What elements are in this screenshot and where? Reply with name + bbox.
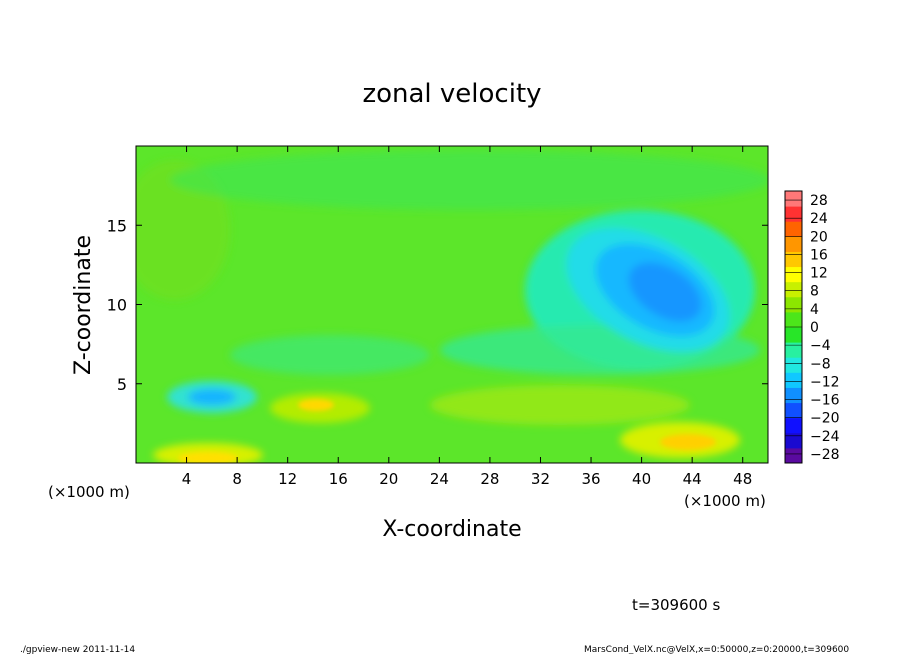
time-annotation: t=309600 s [632,596,720,614]
x-tick-label: 36 [581,470,600,488]
y-tick-label: 15 [107,216,127,235]
field-region-left-blue [188,389,236,405]
colorbar-swatch [785,311,802,328]
colorbar-swatch [785,236,802,252]
colorbar-swatch [785,281,802,298]
colorbar-swatch [785,266,802,283]
colorbar-swatch [785,327,802,343]
x-tick-label: 32 [531,470,550,488]
x-tick-label: 48 [733,470,752,488]
colorbar-label: −28 [810,447,840,463]
field-region-upper-band [170,150,768,210]
plot-area [136,146,768,463]
colorbar-swatch [785,191,802,207]
colorbar-swatch [785,221,802,237]
y-tick-label: 10 [107,296,127,315]
field-region-warm-right-band [430,385,690,425]
colorbar-swatch [785,432,802,449]
colorbar-label: 28 [810,193,828,209]
colorbar-label: −24 [810,429,840,445]
colorbar-swatch [785,402,802,419]
colorbar-swatch [785,342,802,358]
y-axis: 5 10 15 [107,216,768,394]
colorbar-label: 16 [810,247,828,263]
colorbar-swatch [785,357,802,373]
colorbar-label: 24 [810,211,828,227]
colorbar-label: −4 [810,338,831,354]
colorbar-swatch [785,417,802,434]
footer-right: MarsCond_VelX.nc@VelX,x=0:50000,z=0:2000… [584,645,849,654]
colorbar-label: 4 [810,302,819,318]
colorbar-swatch [785,296,802,313]
x-tick-label: 4 [182,470,192,488]
field-region-upper-left [136,160,230,300]
x-tick-label: 12 [278,470,297,488]
colorbar-label: 0 [810,320,819,336]
footer-left: ./gpview-new 2011-11-14 [20,645,135,654]
x-axis: 4 8 12 16 20 24 28 32 36 40 44 48 [182,146,752,488]
colorbar-label: −20 [810,411,840,427]
colorbar-label: −8 [810,356,831,372]
x-tick-label: 16 [329,470,348,488]
colorbar-swatch [785,206,802,222]
colorbar-label: −16 [810,393,840,409]
x-tick-label: 40 [632,470,651,488]
x-tick-label: 44 [683,470,702,488]
x-tick-label: 8 [232,470,242,488]
x-tick-label: 20 [379,470,398,488]
field-region-cool-lower [230,335,430,375]
y-axis-label: Z-coordinate [71,235,96,375]
colorbar-label: 20 [810,229,828,245]
x-tick-label: 28 [480,470,499,488]
colorbar-label: −12 [810,374,840,390]
colorbar-swatch [785,387,802,404]
field-region-yellow-right [660,434,716,450]
x-unit-label-right: (×1000 m) [684,492,766,510]
colorbar-swatch [785,447,802,464]
y-tick-label: 5 [117,375,127,394]
colorbar-label: 8 [810,284,819,300]
colorbar: 28 24 20 16 12 8 4 0 −4 −8 −12 −16 −20 −24 −28 [784,190,840,464]
x-axis-label: X-coordinate [382,517,521,542]
colorbar-swatch [785,251,802,268]
field-region-blue-core [628,262,702,322]
colorbar-label: 12 [810,266,828,282]
field-region-yellow-center [298,399,334,411]
x-unit-label-left: (×1000 m) [48,483,130,501]
chart-title: zonal velocity [362,79,541,109]
x-tick-label: 24 [430,470,449,488]
colorbar-swatch [785,372,802,388]
field-region-yellow-surface [178,452,238,463]
